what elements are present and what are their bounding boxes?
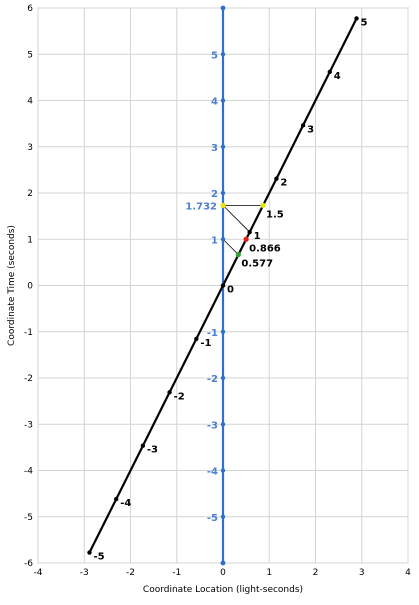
data-point [220,560,226,566]
data-point [140,443,146,448]
data-point [247,229,252,235]
data-point [220,514,226,519]
annotation-label: 1.5 [266,209,284,220]
data-point [194,336,199,342]
point-label: -5 [207,513,218,524]
annotation-marker [260,202,266,208]
point-label: -4 [120,498,131,509]
point-label: -3 [147,445,158,456]
y-tick-label: 2 [27,189,33,199]
annotation-marker [235,252,242,258]
y-tick-label: -5 [24,513,33,523]
data-point [300,123,306,128]
y-tick-label: 3 [27,143,33,153]
point-label: 1 [211,235,218,246]
data-point [220,144,226,149]
data-point [220,283,226,288]
y-tick-label: 1 [27,235,33,245]
y-tick-label: 5 [27,50,33,60]
data-point [87,550,92,555]
annotation-label: 0.577 [241,259,273,270]
data-point [220,422,226,427]
x-tick-label: 4 [405,568,411,578]
annotation-label: 0.866 [249,243,281,254]
point-label: -2 [207,374,218,385]
data-point [354,16,359,21]
data-point [220,329,226,334]
data-point [167,390,172,395]
point-label: -2 [174,391,185,402]
point-label: -1 [207,328,218,339]
point-label: 5 [211,50,218,61]
y-tick-label: -2 [24,374,33,384]
data-point [220,98,226,103]
annotation-label: 1.732 [185,201,217,212]
x-tick-label: 0 [220,568,226,578]
point-label: 5 [361,17,368,28]
point-label: 4 [211,97,218,108]
x-tick-label: 1 [266,568,272,578]
annotation-line [222,205,250,233]
data-point [114,496,119,502]
y-axis-title: Coordinate Time (seconds) [7,225,17,346]
x-tick-label: -3 [80,568,89,578]
y-tick-label: -4 [24,467,33,477]
data-point [220,5,226,11]
data-point [220,375,226,381]
data-point [327,69,332,75]
point-label: 2 [211,189,218,200]
point-label: 3 [307,124,314,135]
x-tick-label: 3 [359,568,365,578]
annotation-marker [220,202,226,208]
data-point [274,176,279,181]
y-tick-label: 4 [27,97,33,107]
y-tick-label: 0 [27,282,33,292]
y-tick-label: -6 [24,559,33,569]
data-point [220,237,226,242]
point-label: -5 [93,552,104,563]
point-label: 3 [211,143,218,154]
point-label: 4 [334,71,341,82]
point-label: -1 [200,338,211,349]
point-label: 0 [227,285,234,296]
x-tick-label: -1 [172,568,181,578]
point-label: 1 [254,231,261,242]
point-label: -4 [207,467,218,478]
data-point [220,468,226,473]
x-tick-label: 2 [313,568,319,578]
y-tick-label: 6 [27,4,33,14]
annotation-marker [243,236,249,242]
y-tick-label: -3 [24,420,33,430]
x-tick-label: -2 [126,568,135,578]
data-point [220,52,226,57]
point-label: 2 [280,178,287,189]
y-tick-label: -1 [24,328,33,338]
point-label: -3 [207,420,218,431]
x-tick-label: -4 [34,568,43,578]
annotation-line [222,238,239,255]
data-point [220,190,226,196]
x-axis-title: Coordinate Location (light-seconds) [143,585,303,595]
